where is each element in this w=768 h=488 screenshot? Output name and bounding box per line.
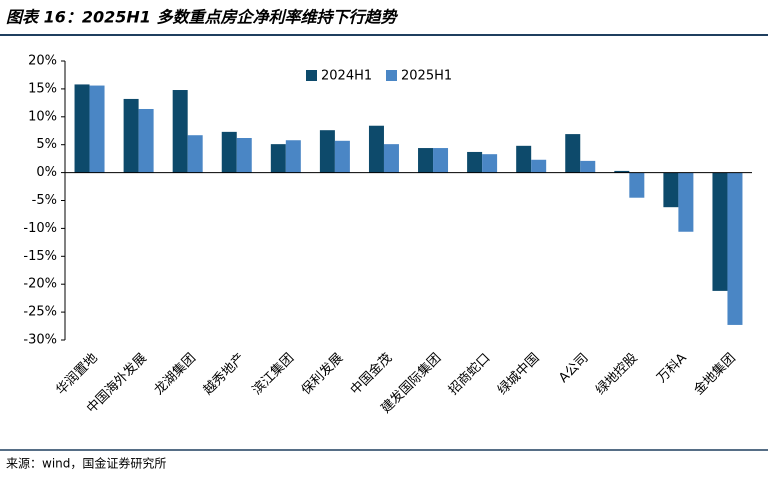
bar xyxy=(334,140,350,173)
bar xyxy=(319,130,335,173)
x-tick-label: 华润置地 xyxy=(53,351,100,398)
x-tick-label: 招商蛇口 xyxy=(446,351,493,398)
y-tick-label: 5% xyxy=(36,137,57,152)
bar xyxy=(467,151,483,173)
y-tick-label: 10% xyxy=(28,109,57,124)
bar xyxy=(172,90,188,173)
x-tick-label: 金地集团 xyxy=(691,350,739,398)
chart-title: 图表 16：2025H1 多数重点房企净利率维持下行趋势 xyxy=(6,8,398,27)
y-tick-label: -15% xyxy=(23,249,57,264)
legend-swatch xyxy=(386,70,397,81)
bar xyxy=(614,170,630,173)
legend-label: 2024H1 xyxy=(321,69,372,84)
y-tick-label: -5% xyxy=(32,193,57,208)
y-tick-label: -10% xyxy=(23,221,57,236)
bar xyxy=(285,140,301,173)
bar xyxy=(89,85,105,173)
bar xyxy=(383,144,399,173)
bar xyxy=(678,172,694,232)
bar xyxy=(663,172,679,208)
y-tick-label: 15% xyxy=(28,81,57,96)
bar xyxy=(482,154,498,173)
y-tick-label: 0% xyxy=(36,165,57,180)
bar xyxy=(531,159,547,173)
bar xyxy=(270,144,286,173)
legend-swatch xyxy=(306,70,317,81)
x-tick-label: 绿城中国 xyxy=(495,351,542,398)
y-tick-label: -20% xyxy=(23,277,57,292)
x-tick-label: 越秀地产 xyxy=(201,351,248,398)
y-tick-label: 20% xyxy=(28,54,57,69)
x-tick-label: 龙湖集团 xyxy=(151,350,199,398)
bar xyxy=(138,108,154,173)
x-tick-label: 绿地控股 xyxy=(593,351,640,398)
bar xyxy=(418,148,434,173)
bar xyxy=(368,125,384,173)
bar xyxy=(727,172,743,325)
bar xyxy=(580,160,596,173)
bar xyxy=(629,172,645,198)
bar xyxy=(74,84,90,173)
x-tick-label: 万科A xyxy=(654,351,689,386)
x-tick-label: A公司 xyxy=(556,351,591,386)
bar xyxy=(187,135,203,173)
bar xyxy=(712,172,728,291)
bar xyxy=(236,138,252,173)
y-tick-label: -30% xyxy=(23,333,57,348)
bar xyxy=(433,148,449,173)
x-tick-label: 滨江集团 xyxy=(249,350,297,398)
bar xyxy=(221,131,237,173)
bar xyxy=(516,145,532,173)
source: 来源：wind，国金证券研究所 xyxy=(6,456,166,471)
legend-label: 2025H1 xyxy=(401,69,452,84)
bar xyxy=(123,98,139,173)
y-tick-label: -25% xyxy=(23,305,57,320)
x-tick-label: 中国金茂 xyxy=(347,350,395,398)
x-tick-label: 保利发展 xyxy=(298,350,346,398)
bar xyxy=(565,134,581,173)
